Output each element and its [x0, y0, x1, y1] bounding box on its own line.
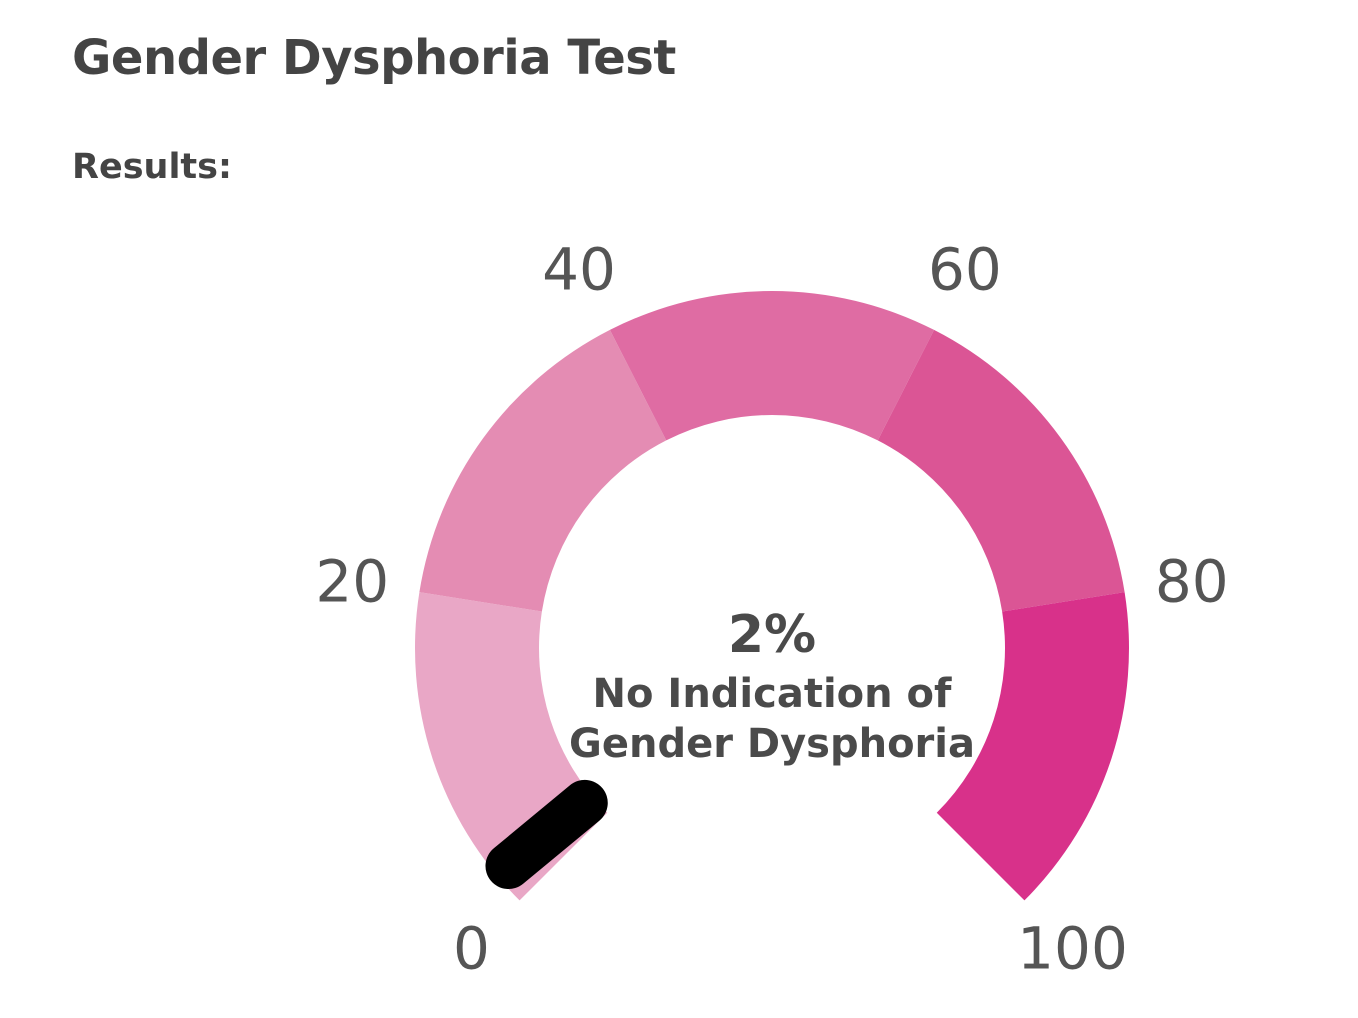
gauge-band-5 [936, 592, 1130, 901]
gauge-tick-label-20: 20 [315, 548, 389, 616]
gauge-band-3 [609, 291, 935, 441]
gauge-band-2 [419, 329, 667, 612]
gauge-tick-label-100: 100 [1017, 915, 1128, 983]
page-title: Gender Dysphoria Test [72, 30, 676, 86]
gauge-bands [415, 291, 1130, 901]
gauge-caption-line-2: Gender Dysphoria [569, 721, 975, 767]
gauge-tick-label-60: 60 [928, 235, 1002, 303]
gauge-needle [485, 779, 608, 889]
gauge-needle-group [485, 779, 608, 889]
gauge-caption-line-1: No Indication of [593, 671, 952, 717]
gauge-tick-label-80: 80 [1155, 548, 1229, 616]
gauge-value-label: 2% [728, 605, 816, 665]
gauge-tick-label-0: 0 [453, 915, 490, 983]
gauge-tick-labels: 0 20 40 60 80 100 [315, 235, 1228, 982]
gauge-tick-label-40: 40 [542, 235, 616, 303]
results-label: Results: [72, 147, 232, 187]
gauge-band-4 [877, 329, 1125, 612]
